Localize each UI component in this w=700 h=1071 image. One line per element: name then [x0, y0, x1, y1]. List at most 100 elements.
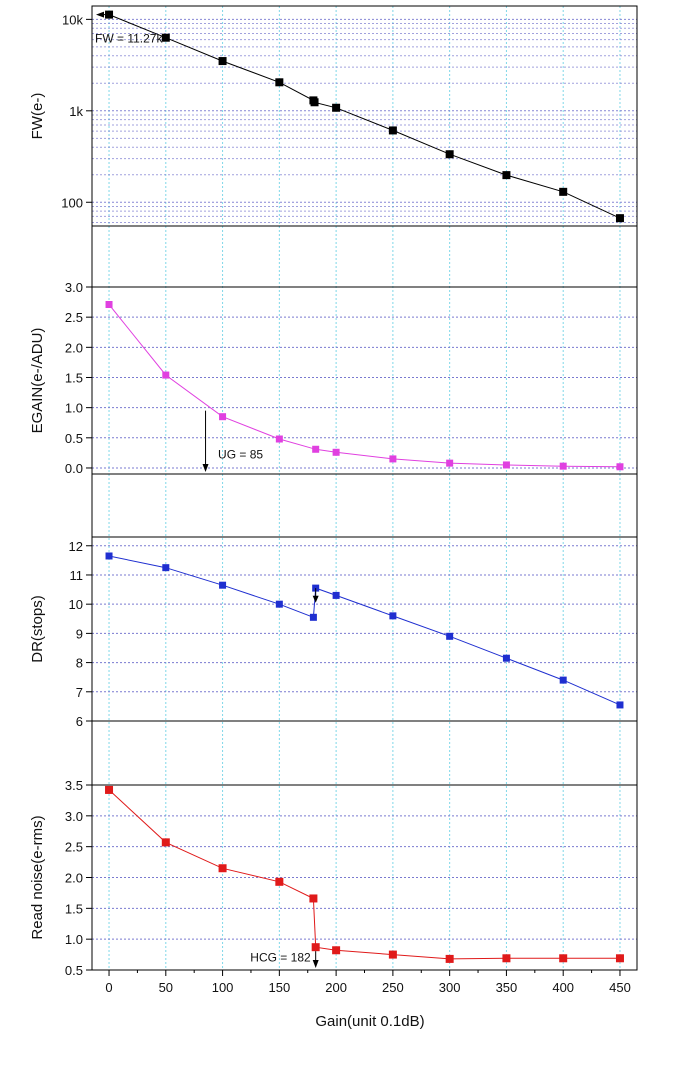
x-axis-label: Gain(unit 0.1dB)	[315, 1013, 424, 1030]
x-tick-label: 350	[496, 980, 518, 995]
data-point-dr	[332, 591, 340, 599]
data-point-egain	[105, 300, 113, 308]
data-point-fw	[105, 10, 114, 19]
y-tick-label: 1.0	[65, 932, 83, 947]
series-line-dr	[108, 555, 621, 706]
x-tick-label: 400	[552, 980, 574, 995]
ug-annotation: UG = 85	[218, 447, 263, 461]
data-point-fw	[559, 187, 568, 196]
y-tick-label: 12	[69, 539, 83, 554]
data-point-fw	[615, 214, 624, 223]
dr-arrow-head	[312, 595, 319, 603]
y-tick-label: 3.0	[65, 809, 83, 824]
series-markers-layer	[105, 10, 624, 963]
data-point-dr	[275, 600, 283, 608]
y-tick-label: 3.0	[65, 280, 83, 295]
y-tick-label: 0.5	[65, 963, 83, 978]
data-point-egain	[446, 459, 454, 467]
data-point-fw	[332, 103, 341, 112]
hcg-arrow-head	[312, 960, 319, 968]
data-point-egain	[332, 448, 340, 456]
x-tick-label: 450	[609, 980, 631, 995]
data-point-noise	[275, 877, 284, 886]
data-point-dr	[219, 581, 227, 589]
x-tick-label: 100	[212, 980, 234, 995]
y-tick-label: 2.0	[65, 871, 83, 886]
y-axis-label-noise: Read noise(e-rms)	[29, 815, 46, 939]
y-tick-label: 7	[76, 685, 83, 700]
x-tick-label: 250	[382, 980, 404, 995]
data-point-egain	[275, 435, 283, 443]
data-point-noise	[309, 894, 318, 903]
y-axis-label-dr: DR(stops)	[29, 595, 46, 663]
y-tick-label: 0.0	[65, 461, 83, 476]
fw-annotation: FW = 11.27k	[95, 32, 163, 46]
y-tick-label: 1.5	[65, 370, 83, 385]
data-point-egain	[559, 462, 567, 470]
data-point-noise	[502, 954, 511, 963]
fw-arrow-head	[96, 11, 104, 18]
data-point-noise	[161, 838, 170, 847]
data-point-dr	[162, 564, 170, 572]
y-tick-label: 11	[70, 568, 84, 583]
data-point-noise	[218, 864, 227, 873]
hcg-annotation: HCG = 182	[250, 950, 311, 964]
data-point-noise	[445, 954, 454, 963]
y-tick-label: 1.0	[65, 401, 83, 416]
series-line-fw	[108, 14, 621, 219]
data-point-fw	[275, 78, 284, 87]
data-point-noise	[311, 943, 320, 952]
data-point-dr	[389, 612, 397, 620]
data-point-egain	[616, 463, 624, 471]
data-point-egain	[389, 455, 397, 463]
data-point-egain	[162, 371, 170, 379]
y-tick-label: 1.5	[65, 901, 83, 916]
x-tick-label: 150	[268, 980, 290, 995]
data-point-noise	[105, 785, 114, 794]
data-point-noise	[559, 954, 568, 963]
y-tick-label: 0.5	[65, 431, 83, 446]
data-point-fw	[445, 150, 454, 159]
x-tick-label: 0	[105, 980, 112, 995]
x-tick-label: 50	[159, 980, 173, 995]
x-tick-label: 300	[439, 980, 461, 995]
y-tick-label: 10	[69, 597, 83, 612]
y-tick-label: 10k	[62, 12, 83, 27]
data-point-noise	[615, 954, 624, 963]
y-tick-label: 2.5	[65, 310, 83, 325]
data-point-fw	[218, 57, 227, 66]
data-point-fw	[310, 98, 319, 107]
data-point-dr	[616, 701, 624, 709]
data-point-dr	[559, 676, 567, 684]
y-tick-label: 100	[61, 195, 83, 210]
frame-layer	[86, 5, 638, 976]
y-tick-label: 9	[76, 626, 83, 641]
data-point-noise	[388, 950, 397, 959]
data-point-dr	[502, 654, 510, 662]
data-point-fw	[388, 126, 397, 135]
plot-frame	[91, 5, 638, 971]
y-tick-label: 8	[76, 656, 83, 671]
ug-arrow-head	[202, 463, 209, 472]
series-line-noise	[108, 789, 620, 960]
data-point-noise	[332, 946, 341, 955]
x-tick-label: 200	[325, 980, 347, 995]
y-tick-label: 1k	[69, 104, 83, 119]
data-point-fw	[502, 171, 511, 180]
data-point-egain	[312, 445, 320, 453]
data-point-dr	[309, 613, 317, 621]
y-tick-label: 6	[76, 714, 83, 729]
y-tick-label: 2.5	[65, 840, 83, 855]
y-tick-label: 3.5	[65, 778, 83, 793]
data-point-dr	[105, 552, 113, 560]
text-layer: 0 50 100 150 200 250 300 350 400 450 100 1k 10k FW(e-…	[29, 11, 631, 995]
y-axis-label-egain: EGAIN(e-/ADU)	[29, 328, 46, 434]
data-point-egain	[502, 461, 510, 469]
data-point-fw	[161, 33, 170, 42]
y-axis-label-fw: FW(e-)	[29, 93, 46, 140]
data-point-dr	[446, 632, 454, 640]
data-point-egain	[219, 413, 227, 421]
